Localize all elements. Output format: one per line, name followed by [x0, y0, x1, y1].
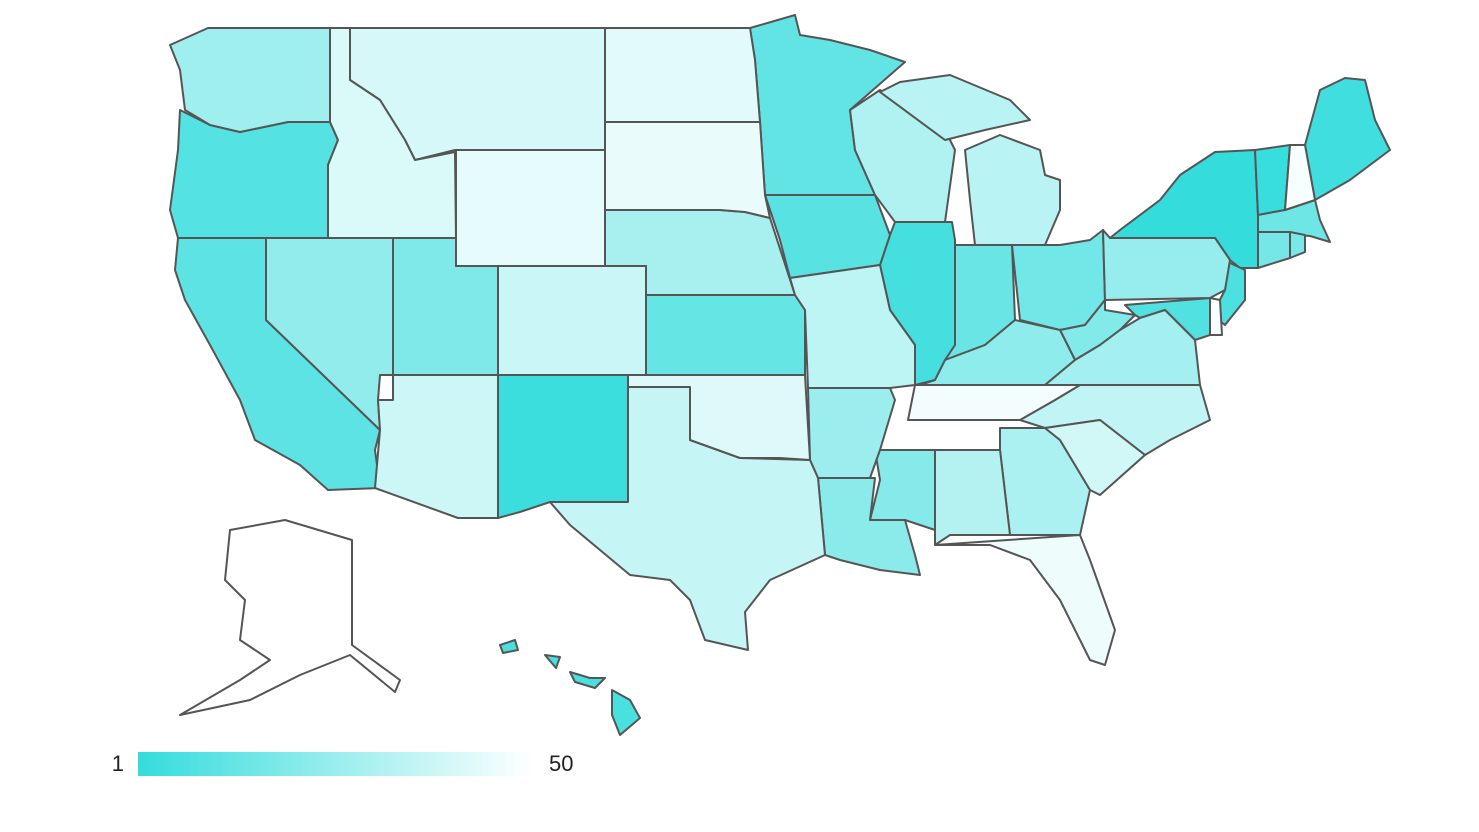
region	[265, 237, 394, 431]
region	[604, 121, 771, 219]
region	[1257, 231, 1291, 269]
colorbar-tick-label: 1	[112, 751, 124, 776]
regions	[169, 14, 1391, 736]
region	[1102, 229, 1231, 301]
region	[169, 27, 331, 133]
region	[1289, 231, 1306, 259]
region	[1304, 77, 1391, 201]
region	[645, 294, 806, 376]
region	[497, 265, 647, 376]
region	[497, 374, 629, 519]
region	[907, 384, 1081, 421]
region	[1044, 309, 1201, 386]
region	[455, 149, 606, 267]
region	[499, 639, 641, 736]
region	[604, 27, 761, 123]
region	[789, 264, 916, 389]
region	[1284, 144, 1316, 211]
region	[627, 374, 811, 461]
region	[934, 449, 1011, 546]
region	[817, 477, 921, 576]
region	[374, 374, 499, 519]
colorbar: 1 50	[112, 751, 573, 776]
region	[934, 534, 1116, 666]
region	[1044, 419, 1146, 496]
region	[179, 519, 401, 716]
region	[1209, 297, 1223, 336]
region	[879, 74, 1061, 246]
colorbar-gradient	[138, 752, 533, 776]
colorbar-tick-label: 50	[549, 751, 573, 776]
region	[869, 449, 936, 531]
